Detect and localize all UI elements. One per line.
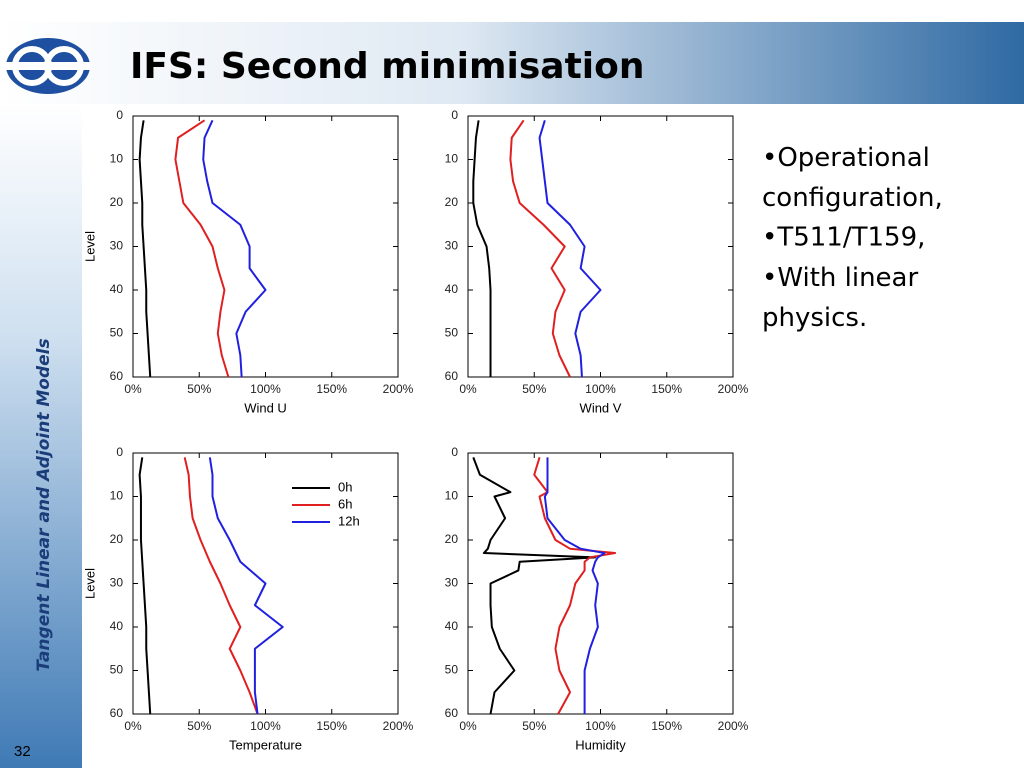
x-tick-label: 100% <box>585 382 616 396</box>
x-axis-label: Wind V <box>580 400 622 415</box>
y-axis-label: Level <box>82 231 97 262</box>
x-tick-label: 0% <box>459 719 477 733</box>
legend-label: 0h <box>338 479 352 494</box>
x-tick-label: 200% <box>718 719 749 733</box>
series-line <box>138 457 152 715</box>
y-axis-label: Level <box>82 568 97 599</box>
x-tick-label: 200% <box>383 382 414 396</box>
x-tick-label: 200% <box>718 382 749 396</box>
y-tick-label: 10 <box>445 489 459 503</box>
bullet-line: configuration, <box>762 183 943 213</box>
y-tick-label: 50 <box>445 663 459 677</box>
plot-frame <box>467 452 734 715</box>
legend-label: 6h <box>338 496 352 511</box>
y-tick-label: 30 <box>445 239 459 253</box>
x-tick-label: 100% <box>250 719 281 733</box>
x-tick-label: 50% <box>187 719 211 733</box>
y-tick-label: 40 <box>445 619 459 633</box>
series-line <box>174 119 230 378</box>
x-tick-label: 50% <box>522 719 546 733</box>
y-tick-label: 0 <box>451 108 458 122</box>
page-number: 32 <box>14 743 31 760</box>
y-tick-label: 30 <box>445 576 459 590</box>
y-tick-label: 20 <box>110 195 124 209</box>
y-tick-label: 50 <box>110 326 124 340</box>
x-axis-label: Wind U <box>244 400 287 415</box>
y-tick-label: 10 <box>110 152 124 166</box>
x-axis-label: Temperature <box>229 737 302 752</box>
bullet-line: physics. <box>762 303 867 333</box>
series-line <box>533 457 617 715</box>
x-tick-label: 100% <box>585 719 616 733</box>
series-line <box>543 457 606 714</box>
series-line <box>472 456 597 715</box>
y-tick-label: 0 <box>116 108 123 122</box>
series-line <box>183 457 259 715</box>
x-tick-label: 150% <box>316 382 347 396</box>
x-tick-label: 150% <box>651 382 682 396</box>
y-tick-label: 20 <box>110 532 124 546</box>
bullet: •With linear physics. <box>762 263 918 333</box>
series-line <box>472 120 492 377</box>
logo <box>6 38 90 94</box>
bullet: •T511/T159, <box>762 223 925 253</box>
x-tick-label: 50% <box>187 382 211 396</box>
y-tick-label: 0 <box>116 445 123 459</box>
x-tick-label: 50% <box>522 382 546 396</box>
y-tick-label: 30 <box>110 239 124 253</box>
legend-label: 12h <box>338 513 360 528</box>
x-tick-label: 0% <box>124 719 142 733</box>
series-line <box>202 119 267 378</box>
x-tick-label: 150% <box>316 719 347 733</box>
x-tick-label: 150% <box>651 719 682 733</box>
side-label: Tangent Linear and Adjoint Models <box>34 338 54 671</box>
series-line <box>208 457 284 715</box>
x-tick-label: 100% <box>250 382 281 396</box>
series-line <box>138 120 152 378</box>
x-tick-label: 0% <box>459 382 477 396</box>
y-tick-label: 60 <box>445 706 459 720</box>
series-line <box>509 119 571 378</box>
slide-title: IFS: Second minimisation <box>130 46 645 87</box>
y-tick-label: 20 <box>445 532 459 546</box>
bullet: •Operational configuration, <box>762 143 943 213</box>
x-tick-label: 200% <box>383 719 414 733</box>
bullet-line: •Operational <box>762 143 930 173</box>
x-axis-label: Humidity <box>575 737 626 752</box>
y-tick-label: 40 <box>110 619 124 633</box>
series-line <box>538 120 602 378</box>
y-tick-label: 60 <box>110 706 124 720</box>
y-tick-label: 40 <box>110 282 124 296</box>
y-tick-label: 60 <box>445 369 459 383</box>
header-bar <box>0 22 1024 104</box>
y-tick-label: 20 <box>445 195 459 209</box>
x-tick-label: 0% <box>124 382 142 396</box>
side-bar <box>0 104 82 768</box>
bullet-line: •With linear <box>762 263 918 293</box>
y-tick-label: 30 <box>110 576 124 590</box>
plot-frame <box>132 115 399 378</box>
y-tick-label: 10 <box>445 152 459 166</box>
y-tick-label: 0 <box>451 445 458 459</box>
y-tick-label: 60 <box>110 369 124 383</box>
plot-frame <box>467 115 734 378</box>
y-tick-label: 50 <box>110 663 124 677</box>
y-tick-label: 10 <box>110 489 124 503</box>
y-tick-label: 40 <box>445 282 459 296</box>
y-tick-label: 50 <box>445 326 459 340</box>
